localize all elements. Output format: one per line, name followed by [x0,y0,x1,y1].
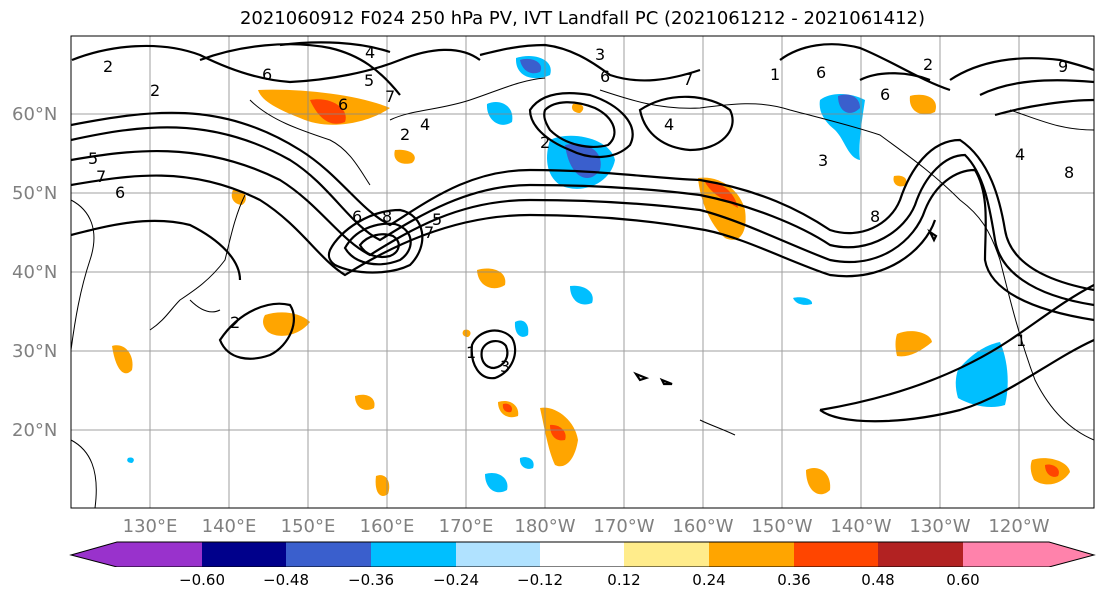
lat-label: 50°N [12,183,58,204]
colorbar-cell [794,542,878,567]
colorbar-tick-label: 0.60 [946,571,980,589]
colorbar-tick-label: 0.12 [607,571,641,589]
contour-label: 2 [230,313,240,332]
colorbar-tick-label: −0.12 [517,571,563,589]
contour-label: 7 [96,167,106,186]
lon-label: 170°E [438,516,494,537]
contour-label: 1 [770,65,780,84]
colorbar-cell [709,542,794,567]
contour-label: 6 [880,85,890,104]
contour-label: 4 [1015,145,1025,164]
lon-label: 170°W [593,516,655,537]
lat-label: 30°N [12,341,58,362]
lat-label: 60°N [12,104,58,125]
colorbar-tick-label: 0.36 [777,571,811,589]
contour-label: 5 [364,71,374,90]
colorbar-extend-max [1049,542,1094,567]
lon-label: 130°W [909,516,971,537]
map-panel: 2 2 4 6 5 6 7 5 7 6 4 2 6 8 7 5 3 6 2 4 … [70,35,1095,509]
contour-label: 8 [870,207,880,226]
contour-label: 8 [382,207,392,226]
lat-label: 20°N [12,420,58,441]
colorbar-tick-label: −0.60 [179,571,225,589]
colorbar-tick-label: 0.48 [861,571,895,589]
contour-label: 2 [103,57,113,76]
contour-label: 4 [664,115,674,134]
lon-label: 150°E [280,516,336,537]
map-title: 2021060912 F024 250 hPa PV, IVT Landfall… [239,8,926,29]
colorbar-tick-label: 0.24 [692,571,726,589]
contour-label: 5 [432,210,442,229]
lon-label: 180°W [514,516,576,537]
contour-label: 6 [816,63,826,82]
lon-label: 160°W [672,516,734,537]
contour-label: 7 [424,223,434,242]
colorbar-cell [371,542,456,567]
lat-label: 40°N [12,262,58,283]
colorbar-cell [456,542,540,567]
contour-label: 1 [466,343,476,362]
contour-label: 9 [1058,57,1068,76]
contour-label-group: 2 2 4 6 5 6 7 5 7 6 4 2 6 8 7 5 3 6 2 4 … [88,43,1074,376]
lon-label: 160°E [359,516,415,537]
contour-label: 4 [420,115,430,134]
colorbar-tick-label: −0.48 [263,571,309,589]
colorbar-cell [117,542,202,567]
colorbar-cell [286,542,371,567]
colorbar-cell [624,542,709,567]
contour-label: 6 [115,183,125,202]
contour-label: 8 [1064,163,1074,182]
contour-label: 2 [540,133,550,152]
colorbar [69,541,1096,567]
colorbar-cell [878,542,963,567]
contour-label: 1 [1016,331,1026,350]
lon-label: 150°W [751,516,813,537]
contour-label: 2 [923,55,933,74]
contour-label: 2 [150,81,160,100]
colorbar-outline [69,541,1096,567]
colorbar-cell [963,542,1049,567]
lon-label: 140°E [201,516,257,537]
coastlines [71,77,1094,508]
contour-label: 6 [352,207,362,226]
contour-label: 3 [500,357,510,376]
contour-label: 5 [88,149,98,168]
graticule [71,36,1094,508]
contour-label: 3 [818,151,828,170]
pv-contours [71,41,1094,423]
lon-label: 140°W [830,516,892,537]
lon-label: 130°E [122,516,178,537]
colorbar-tick-label: −0.24 [433,571,479,589]
contour-label: 2 [400,125,410,144]
contour-label: 7 [683,70,693,89]
contour-label: 6 [262,65,272,84]
colorbar-cell [540,542,624,567]
lon-label: 120°W [988,516,1050,537]
contour-label: 4 [365,43,375,62]
contour-label: 6 [600,67,610,86]
contour-label: 3 [595,45,605,64]
contour-label: 7 [385,87,395,106]
colorbar-cell [202,542,286,567]
colorbar-tick-label: −0.36 [348,571,394,589]
contour-label: 6 [338,95,348,114]
colorbar-extend-min [71,542,117,567]
map-frame [70,35,1095,509]
